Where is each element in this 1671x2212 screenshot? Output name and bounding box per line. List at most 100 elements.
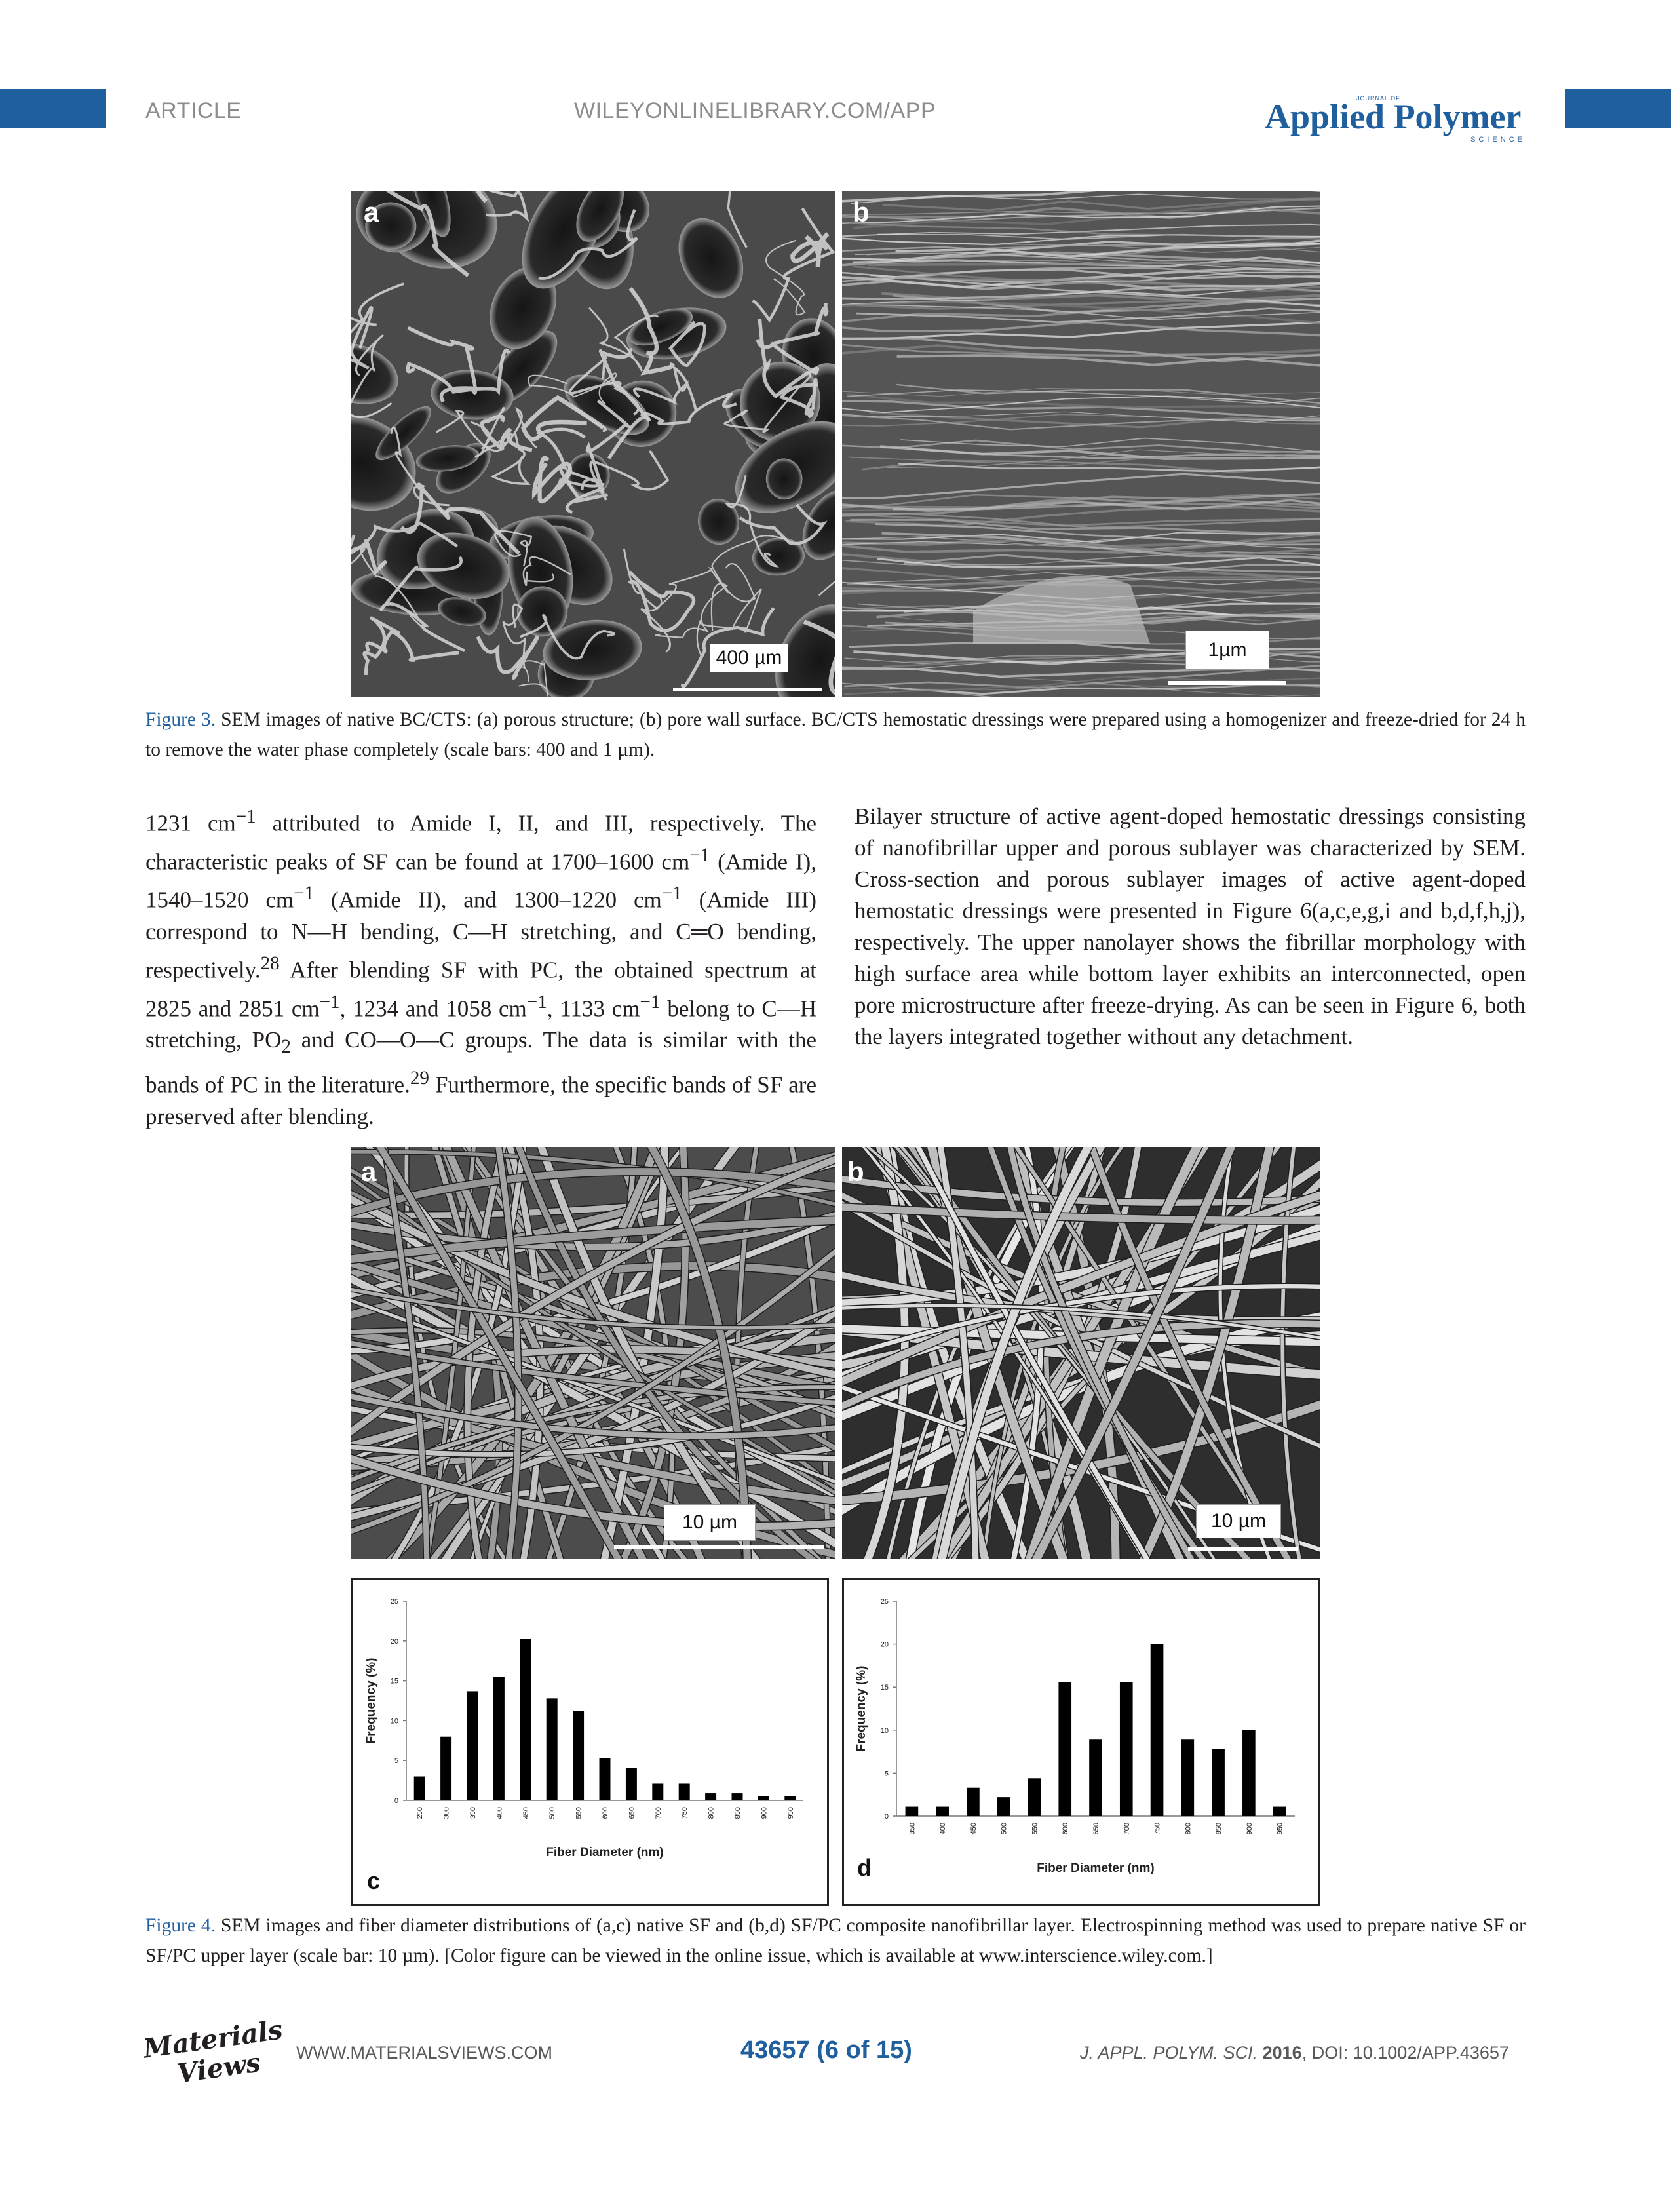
bar xyxy=(625,1768,637,1800)
x-tick-label: 750 xyxy=(681,1807,689,1819)
bar xyxy=(678,1783,690,1800)
reference-citation[interactable]: 28 xyxy=(260,952,280,974)
body-text: Furthermore, the specific bands of SF ar… xyxy=(145,1072,816,1129)
surface-fibril xyxy=(842,320,1320,337)
fiber xyxy=(351,1324,836,1462)
body-text: (Amide II), and 1300–1220 cm xyxy=(314,887,662,913)
x-tick-label: 850 xyxy=(734,1807,742,1819)
surface-fibril xyxy=(877,556,1320,568)
bar xyxy=(967,1787,980,1816)
pore-wall xyxy=(520,613,615,660)
body-right-column: Bilayer structure of active agent-doped … xyxy=(855,804,1526,1049)
pore xyxy=(438,597,486,626)
figure4-panel-b-image: b 10 µm xyxy=(842,1147,1320,1559)
footer-citation: J. APPL. POLYM. SCI. 2016, DOI: 10.1002/… xyxy=(1080,2043,1509,2063)
x-tick-label: 550 xyxy=(575,1807,583,1819)
figure4-caption-label: Figure 4. xyxy=(145,1915,216,1936)
x-tick-label: 400 xyxy=(939,1823,947,1834)
pore-wall xyxy=(518,660,548,697)
surface-fibril xyxy=(896,354,1320,367)
body-text: After blending SF with PC, the obtained … xyxy=(145,957,816,1022)
y-tick-label: 10 xyxy=(881,1727,889,1735)
pore-wall xyxy=(522,556,571,587)
figure3-panel-a-letter: a xyxy=(364,197,379,227)
surface-fibril xyxy=(876,610,1320,625)
footer-citation-journal: J. APPL. POLYM. SCI. xyxy=(1080,2043,1258,2063)
superscript: −1 xyxy=(235,806,256,827)
pore-wall xyxy=(351,549,426,631)
pore-wall xyxy=(668,320,706,367)
x-tick-label: 650 xyxy=(1092,1823,1100,1834)
fiber xyxy=(351,1248,836,1534)
superscript: −1 xyxy=(294,883,315,904)
pore-wall xyxy=(400,482,521,555)
fiber xyxy=(376,1147,622,1559)
x-tick-label: 850 xyxy=(1215,1823,1223,1834)
pore-wall xyxy=(598,348,651,460)
bar xyxy=(1028,1778,1041,1816)
pore-wall xyxy=(386,191,470,277)
pore-wall xyxy=(723,370,812,433)
bar xyxy=(467,1691,478,1800)
figure3-panel-a-scale-bar xyxy=(673,688,822,691)
surface-fibril xyxy=(842,337,1320,362)
body-text: and CO—O—C groups. The data is similar w… xyxy=(145,1027,816,1098)
bar xyxy=(1058,1682,1072,1816)
y-axis-title: Frequency (%) xyxy=(855,1666,868,1752)
pore-wall xyxy=(351,334,393,419)
pore-wall xyxy=(588,307,659,372)
surface-fibril xyxy=(881,532,1320,560)
bar xyxy=(546,1698,558,1800)
x-tick-label: 450 xyxy=(970,1823,978,1834)
bar xyxy=(413,1776,425,1800)
sem-fiber-mesh-sf xyxy=(351,1147,836,1559)
surface-fibril xyxy=(842,682,999,697)
figure3-caption: Figure 3. SEM images of native BC/CTS: (… xyxy=(145,705,1526,765)
x-tick-label: 600 xyxy=(1062,1823,1069,1834)
bar xyxy=(652,1783,664,1800)
figure3-caption-text: SEM images of native BC/CTS: (a) porous … xyxy=(145,709,1526,760)
x-tick-label: 550 xyxy=(1031,1823,1039,1834)
header-site-link[interactable]: WILEYONLINELIBRARY.COM/APP xyxy=(574,98,936,123)
pore xyxy=(410,191,451,237)
bar xyxy=(1273,1806,1286,1816)
pore-wall xyxy=(628,286,675,376)
pore xyxy=(678,218,744,298)
surface-fibril xyxy=(842,343,1320,357)
fiber xyxy=(842,1203,1320,1224)
body-text: (Amide I), 1540–1520 cm xyxy=(145,849,816,913)
surface-fibril xyxy=(842,414,1320,427)
surface-fibril xyxy=(862,459,1320,473)
y-tick-label: 10 xyxy=(391,1717,398,1725)
pore-wall xyxy=(727,191,748,248)
pore-wall xyxy=(711,535,795,602)
x-tick-label: 700 xyxy=(1123,1823,1131,1834)
surface-fibril xyxy=(893,499,1320,511)
fiber xyxy=(351,1393,836,1439)
figure4-panel-b-letter: b xyxy=(847,1156,864,1187)
x-tick-label: 250 xyxy=(416,1807,424,1819)
pore-wall xyxy=(365,629,459,662)
fiber xyxy=(495,1147,522,1559)
surface-fibril xyxy=(904,554,1320,573)
figure3-panel-a-scale-label: 400 µm xyxy=(710,644,788,672)
footer-website-link[interactable]: WWW.MATERIALSVIEWS.COM xyxy=(296,2043,552,2063)
figure4-caption-text: SEM images and fiber diameter distributi… xyxy=(145,1915,1526,1966)
surface-fibril xyxy=(898,462,1320,473)
reference-citation[interactable]: 29 xyxy=(410,1068,429,1089)
fiber xyxy=(988,1147,1206,1559)
surface-fibril xyxy=(847,393,1320,408)
surface-fibril xyxy=(842,281,1320,301)
fiber xyxy=(1032,1147,1236,1559)
pore-wall xyxy=(362,616,401,676)
surface-fibril xyxy=(852,256,1320,267)
surface-fibril xyxy=(896,383,1320,404)
pore-wall xyxy=(531,456,573,504)
x-tick-label: 450 xyxy=(522,1807,530,1819)
journal-logo-subtitle: SCIENCE xyxy=(1470,136,1526,144)
surface-fibril xyxy=(847,577,1320,585)
bar xyxy=(1212,1749,1225,1816)
y-tick-label: 15 xyxy=(881,1684,889,1692)
figure4-panel-a-letter: a xyxy=(361,1156,377,1187)
surface-fibril xyxy=(842,551,1320,566)
